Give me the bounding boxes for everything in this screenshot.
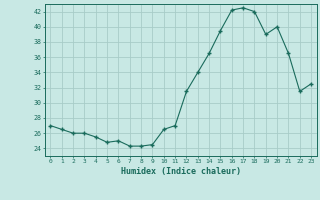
X-axis label: Humidex (Indice chaleur): Humidex (Indice chaleur): [121, 167, 241, 176]
